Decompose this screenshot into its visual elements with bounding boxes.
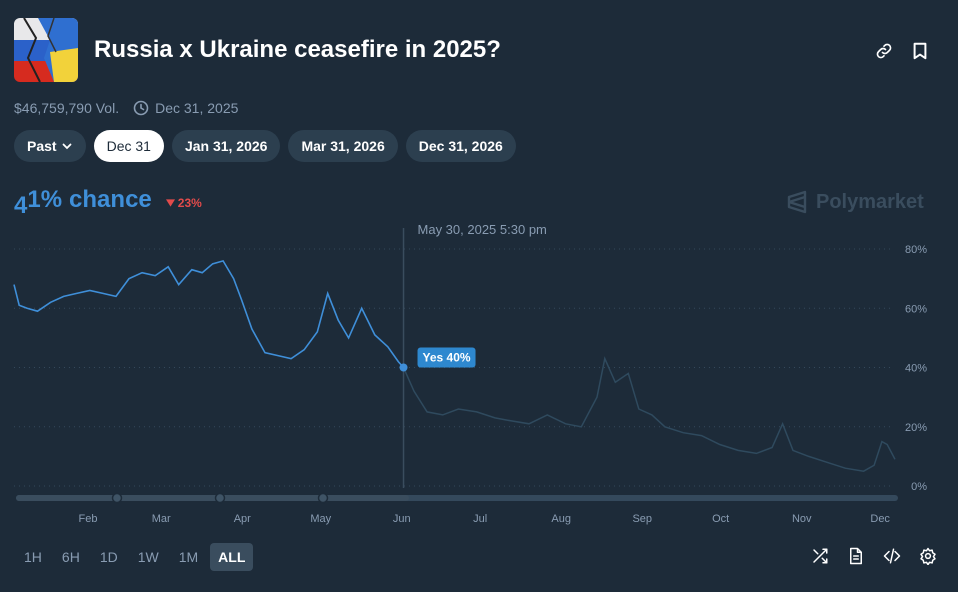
scrollbar-range (16, 495, 409, 501)
date-pill-dec-31[interactable]: Dec 31 (93, 130, 164, 162)
scrollbar-handle (317, 492, 329, 504)
hover-tag-text: Yes 40% (423, 351, 471, 365)
scrollbar-handle (111, 492, 123, 504)
x-tick-label: Apr (234, 513, 251, 525)
time-range-selector: 1H 6H 1D 1W 1M ALL (16, 543, 254, 571)
scrollbar-handle (214, 492, 226, 504)
y-tick-label: 20% (905, 422, 927, 434)
chart-tools (810, 546, 938, 566)
chance-delta-value: 23% (177, 196, 202, 210)
date-pill-dec-31-2026[interactable]: Dec 31, 2026 (405, 130, 516, 162)
bookmark-icon[interactable] (909, 40, 931, 62)
range-1w-button[interactable]: 1W (137, 549, 159, 565)
chance-value: 1% (27, 186, 63, 213)
past-dropdown[interactable]: Past (14, 130, 86, 162)
y-axis: 80% 60% 40% 20% 0% (905, 244, 927, 493)
link-icon[interactable] (873, 40, 895, 62)
range-6h-button[interactable]: 6H (61, 549, 80, 565)
triangle-down-icon (165, 199, 175, 207)
x-tick-label: Mar (152, 513, 171, 525)
chart-line-future (402, 356, 896, 472)
x-tick-label: Jul (473, 513, 487, 525)
y-tick-label: 40% (905, 363, 927, 375)
hover-tag: Yes 40% (417, 347, 476, 368)
past-label: Past (27, 138, 57, 154)
range-1d-button[interactable]: 1D (99, 549, 118, 565)
y-tick-label: 0% (911, 481, 927, 493)
date-pill-mar-31-2026[interactable]: Mar 31, 2026 (288, 130, 398, 162)
date-selector: Past Dec 31 Jan 31, 2026 Mar 31, 2026 De… (14, 130, 516, 162)
hover-point (399, 363, 408, 372)
code-icon[interactable] (882, 546, 902, 566)
volume-text: $46,759,790 Vol. (14, 100, 120, 116)
range-1m-button[interactable]: 1M (178, 549, 199, 565)
range-all-button[interactable]: ALL (210, 543, 254, 571)
shuffle-icon[interactable] (810, 546, 830, 566)
x-tick-label: Dec (870, 513, 890, 525)
time-scrollbar[interactable] (16, 492, 898, 504)
x-tick-label: May (310, 513, 331, 525)
x-tick-label: Feb (79, 513, 98, 525)
polymarket-logo-icon (787, 190, 807, 214)
x-tick-label: Nov (792, 513, 812, 525)
settings-icon[interactable] (918, 546, 938, 566)
x-tick-label: Oct (712, 513, 729, 525)
end-date: Dec 31, 2025 (133, 100, 238, 116)
end-date-text: Dec 31, 2025 (155, 100, 239, 116)
document-icon[interactable] (846, 546, 866, 566)
x-axis: Feb Mar Apr May Jun Jul Aug Sep Oct Nov Dec (79, 513, 891, 525)
hover-timestamp: May 30, 2025 5:30 pm (418, 222, 547, 237)
chance-readout: 4 1% chance 23% (14, 186, 202, 219)
market-header: Russia x Ukraine ceasefire in 2025? (14, 18, 944, 82)
chance-first-digit: 4 (14, 192, 28, 219)
x-tick-label: Jun (393, 513, 411, 525)
x-tick-label: Sep (632, 513, 652, 525)
clock-icon (133, 100, 149, 116)
price-chart[interactable]: 80% 60% 40% 20% 0% May 30, 2025 5:30 pm Yes … (0, 215, 958, 530)
polymarket-logo-text: Polymarket (816, 190, 924, 213)
y-tick-label: 60% (905, 303, 927, 315)
polymarket-logo: Polymarket (786, 190, 924, 214)
chevron-down-icon (62, 143, 71, 150)
chance-label: chance (69, 186, 152, 213)
x-tick-label: Aug (551, 513, 571, 525)
y-tick-label: 80% (905, 244, 927, 256)
date-pill-jan-31-2026[interactable]: Jan 31, 2026 (171, 130, 281, 162)
range-1h-button[interactable]: 1H (24, 549, 42, 565)
market-title: Russia x Ukraine ceasefire in 2025? (94, 36, 501, 63)
chart-line-yes (13, 259, 405, 369)
market-meta: $46,759,790 Vol. Dec 31, 2025 (14, 98, 238, 118)
market-flag-image (14, 18, 78, 82)
chance-delta: 23% (165, 196, 202, 210)
